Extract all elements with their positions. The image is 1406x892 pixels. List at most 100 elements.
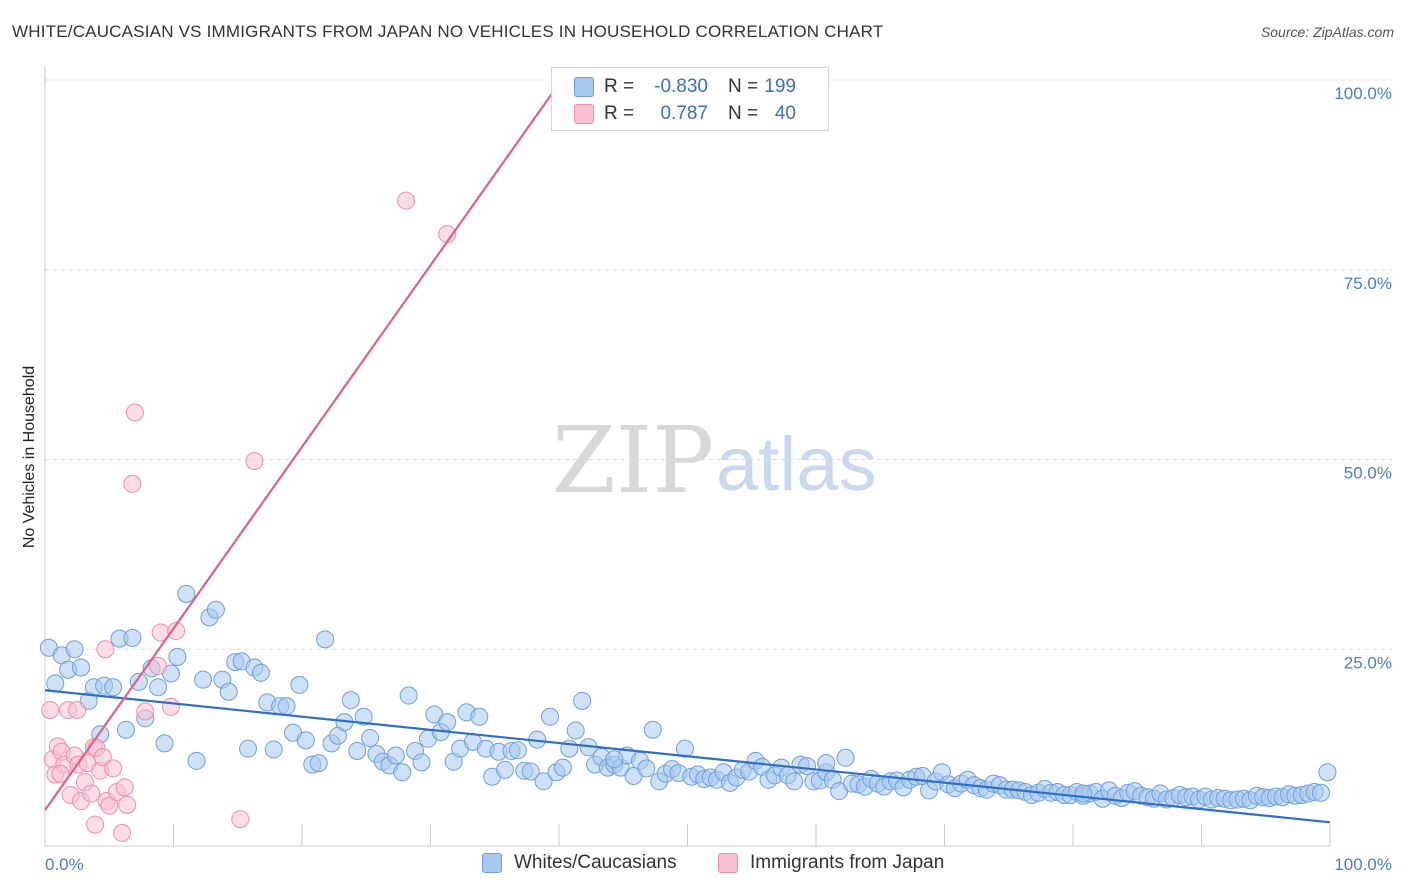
point-japan: [118, 795, 137, 814]
legend-swatch-japan: [574, 104, 594, 124]
point-whites: [264, 740, 283, 759]
point-whites: [239, 739, 258, 758]
series-japan: [41, 191, 457, 842]
point-japan: [397, 191, 416, 210]
y-tick-label: 100.0%: [1334, 84, 1392, 103]
point-whites: [1074, 784, 1093, 803]
series-whites: [39, 584, 1337, 810]
point-japan: [113, 823, 132, 842]
point-japan: [231, 810, 250, 829]
legend-n-value: 40: [774, 103, 796, 124]
point-japan: [149, 656, 168, 675]
source-label: Source: ZipAtlas.com: [1260, 24, 1394, 40]
point-japan: [51, 764, 70, 783]
point-whites: [348, 741, 367, 760]
legend-r-value: 0.787: [660, 103, 708, 124]
point-whites: [296, 731, 315, 750]
point-whites: [1318, 763, 1337, 782]
point-japan: [115, 778, 134, 797]
legend-r-label: R =: [604, 103, 635, 124]
point-whites: [104, 678, 123, 697]
point-whites: [290, 675, 309, 694]
point-whites: [155, 734, 174, 753]
trend-line-whites: [44, 689, 1331, 824]
point-whites: [470, 707, 489, 726]
trend-line-japan: [44, 79, 563, 811]
point-whites: [149, 678, 168, 697]
point-whites: [71, 658, 90, 677]
y-axis-label: No Vehicles in Household: [21, 366, 38, 548]
point-japan: [41, 700, 60, 719]
legend-n-value: 199: [764, 76, 796, 97]
point-whites: [65, 640, 84, 659]
chart-title: WHITE/CAUCASIAN VS IMMIGRANTS FROM JAPAN…: [12, 22, 884, 41]
point-whites: [129, 672, 148, 691]
point-whites: [573, 691, 592, 710]
point-whites: [354, 707, 373, 726]
point-whites: [116, 720, 135, 739]
legend-row-whites: R = -0.830 N = 199: [574, 74, 796, 100]
point-whites: [46, 674, 65, 693]
y-tick-label: 75.0%: [1344, 274, 1392, 293]
point-whites: [521, 762, 540, 781]
point-whites: [637, 759, 656, 778]
point-whites: [168, 647, 187, 666]
point-whites: [309, 754, 328, 773]
legend-n-label: N =: [728, 76, 759, 97]
x-axis: 0.0% 100.0%: [44, 66, 1392, 874]
legend-row-japan: R = 0.787 N = 40: [574, 101, 796, 127]
legend-item-japan: Immigrants from Japan: [718, 852, 944, 874]
y-tick-label: 50.0%: [1344, 464, 1392, 483]
y-tick-label: 25.0%: [1344, 653, 1392, 672]
point-whites: [277, 697, 296, 716]
point-whites: [386, 746, 405, 765]
point-japan: [136, 702, 155, 721]
legend-item-whites: Whites/Caucasians: [482, 852, 677, 874]
point-whites: [206, 600, 225, 619]
point-whites: [251, 663, 270, 682]
watermark: ZIP atlas: [552, 407, 877, 514]
point-whites: [177, 584, 196, 603]
point-whites: [675, 739, 694, 758]
point-japan: [82, 784, 101, 803]
point-whites: [566, 721, 585, 740]
point-whites: [1312, 783, 1331, 802]
point-japan: [93, 748, 112, 767]
legend-swatch-whites: [574, 77, 594, 97]
gridlines: [45, 79, 1392, 650]
point-whites: [123, 628, 142, 647]
point-whites: [643, 720, 662, 739]
point-japan: [86, 815, 105, 834]
series-legend: Whites/Caucasians Immigrants from Japan: [0, 852, 1406, 878]
point-whites: [785, 772, 804, 791]
point-whites: [361, 729, 380, 748]
point-whites: [219, 682, 238, 701]
legend-n-label: N =: [728, 103, 759, 124]
x-tick-label: 0.0%: [45, 855, 84, 874]
legend-r-label: R =: [604, 76, 635, 97]
legend-label-whites: Whites/Caucasians: [514, 852, 677, 873]
point-whites: [496, 760, 515, 779]
y-axis-ticks: 100.0% 75.0% 50.0% 25.0%: [1334, 84, 1392, 672]
point-japan: [125, 403, 144, 422]
point-whites: [187, 751, 206, 770]
point-whites: [393, 763, 412, 782]
point-japan: [123, 474, 142, 493]
point-whites: [534, 772, 553, 791]
point-japan: [68, 700, 87, 719]
legend-label-japan: Immigrants from Japan: [750, 852, 945, 873]
point-whites: [316, 630, 335, 649]
point-japan: [96, 640, 115, 659]
point-whites: [438, 713, 457, 732]
legend-r-value: -0.830: [654, 76, 708, 97]
point-japan: [167, 622, 186, 641]
point-whites: [508, 741, 527, 760]
legend-swatch-whites: [482, 853, 502, 873]
point-japan: [104, 759, 123, 778]
legend-swatch-japan: [718, 853, 738, 873]
point-whites: [399, 686, 418, 705]
point-whites: [541, 707, 560, 726]
x-tick-label: 100.0%: [1334, 855, 1392, 874]
watermark-atlas: atlas: [716, 422, 877, 507]
